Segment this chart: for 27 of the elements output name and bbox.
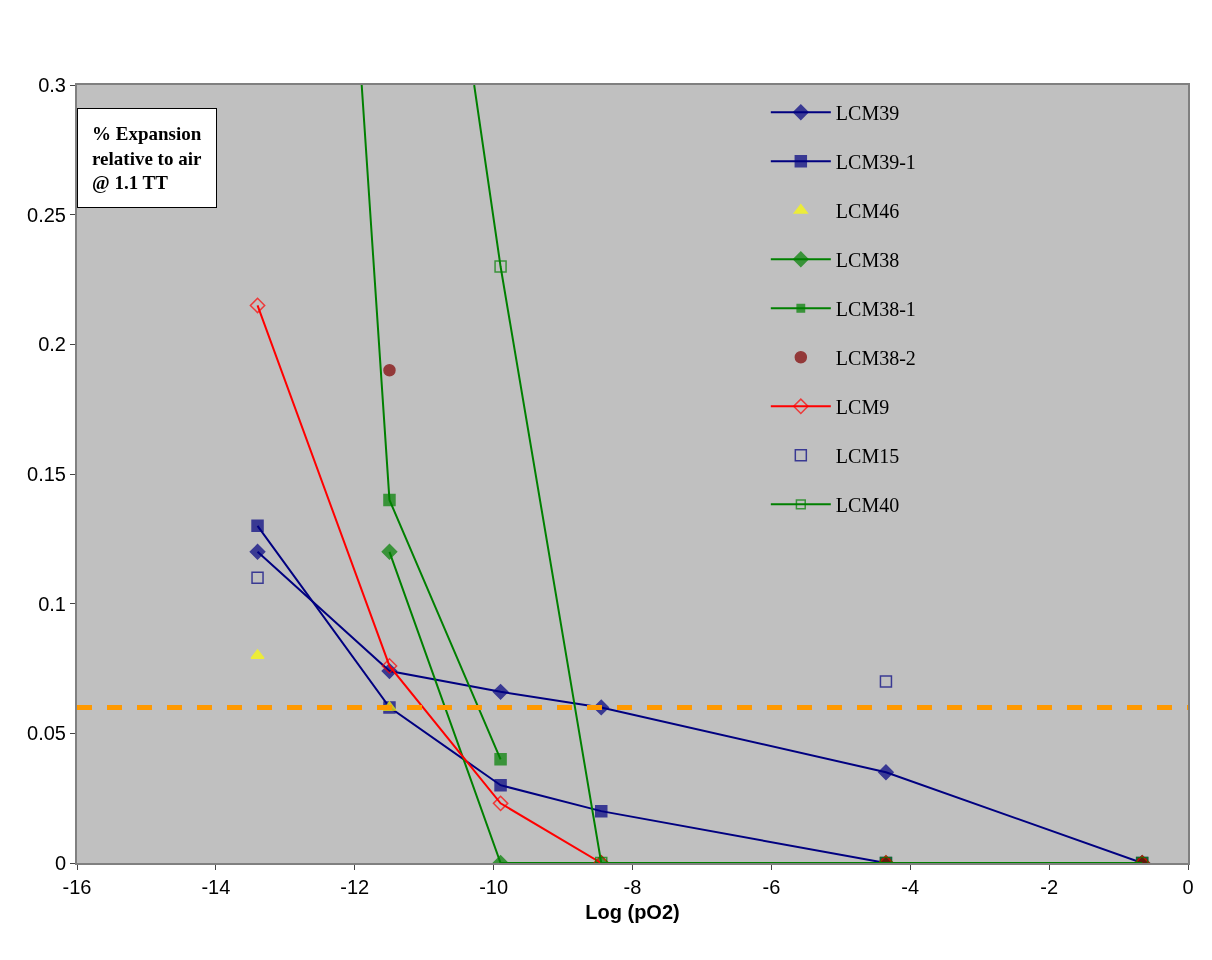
x-axis-title: Log (pO2) bbox=[585, 901, 680, 923]
x-tick-label: -6 bbox=[762, 876, 781, 898]
x-tick-label: -10 bbox=[479, 876, 509, 898]
x-tick-label: -16 bbox=[62, 876, 92, 898]
x-tick-label: 0 bbox=[1182, 876, 1194, 898]
y-tick-label: 0.05 bbox=[27, 722, 66, 745]
legend-label: LCM40 bbox=[835, 494, 900, 517]
legend-label: LCM38 bbox=[835, 249, 900, 272]
legend-label: LCM15 bbox=[835, 445, 900, 468]
y-tick-label: 0.1 bbox=[38, 592, 66, 615]
legend-label: LCM38-1 bbox=[835, 298, 916, 321]
y-tick-label: 0 bbox=[54, 852, 66, 874]
y-tick-label: 0.3 bbox=[38, 74, 66, 96]
x-tick-label: -4 bbox=[901, 876, 920, 898]
legend-label: LCM38-2 bbox=[835, 347, 916, 370]
x-tick-label: -14 bbox=[201, 876, 231, 898]
legend-label: LCM39-1 bbox=[835, 151, 916, 174]
x-tick-label: -12 bbox=[340, 876, 370, 898]
annotation: % Expansion relative to air @ 1.1 TT bbox=[92, 123, 202, 194]
y-tick-label: 0.25 bbox=[27, 203, 66, 226]
x-tick-label: -8 bbox=[623, 876, 642, 898]
y-tick-label: 0.2 bbox=[38, 333, 66, 356]
legend-label: LCM9 bbox=[835, 396, 890, 419]
legend-label: LCM46 bbox=[835, 200, 900, 223]
y-tick-label: 0.15 bbox=[27, 463, 66, 485]
legend-label: LCM39 bbox=[835, 102, 900, 125]
x-tick-label: -2 bbox=[1040, 876, 1059, 898]
